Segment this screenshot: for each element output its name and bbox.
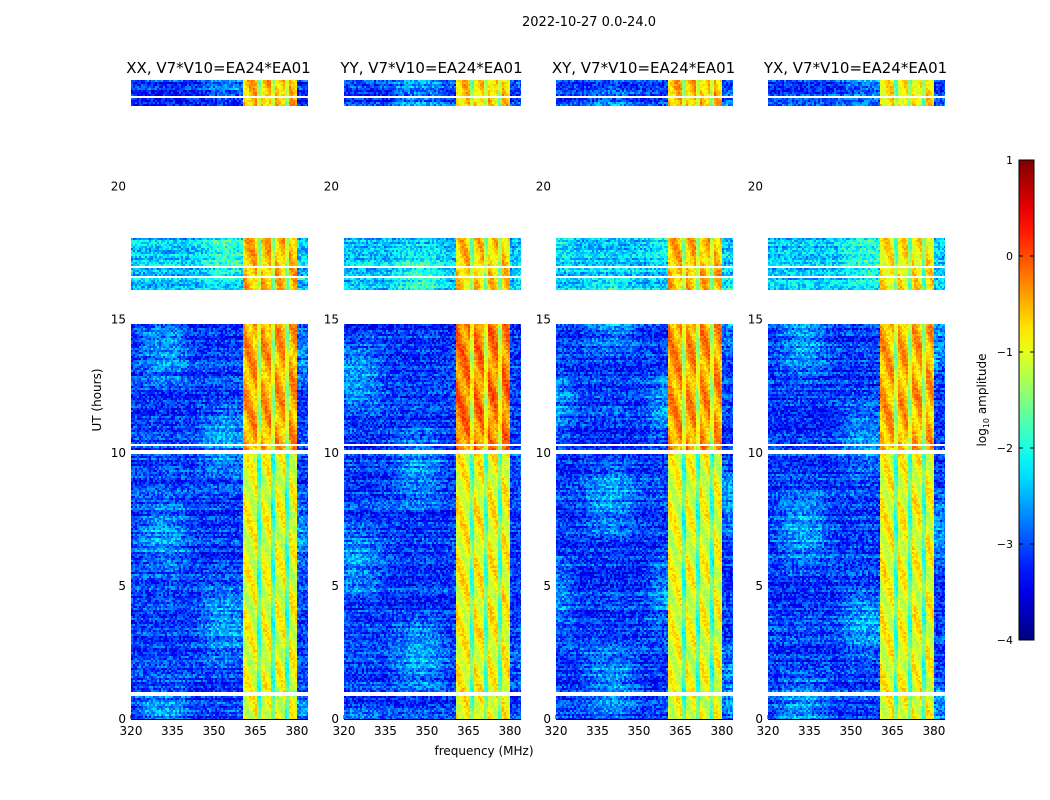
y-tick-label: 20 [111, 180, 126, 194]
x-tick-label: 320 [545, 724, 568, 738]
x-tick-label: 335 [374, 724, 397, 738]
waterfall-heatmap-0 [131, 80, 308, 719]
panel-title: XY, V7*V10=EA24*EA01 [552, 59, 735, 77]
waterfall-heatmap-3 [768, 80, 945, 719]
y-tick-label: 10 [748, 446, 763, 460]
colorbar: 1 0 −1 −2 −3 −4 [997, 154, 1035, 647]
x-tick-label: 380 [285, 724, 308, 738]
x-tick-label: 380 [710, 724, 733, 738]
colorbar-tick-label: 0 [1006, 250, 1013, 263]
colorbar-tick-label: −3 [997, 538, 1013, 551]
y-tick-label: 10 [111, 446, 126, 460]
y-tick-label: 15 [324, 313, 339, 327]
y-tick-label: 0 [755, 712, 763, 726]
y-tick-label: 10 [324, 446, 339, 460]
y-tick-label: 20 [324, 180, 339, 194]
panel-title: YY, V7*V10=EA24*EA01 [339, 59, 522, 77]
y-tick-label: 15 [111, 313, 126, 327]
x-tick-label: 365 [881, 724, 904, 738]
x-tick-label: 380 [498, 724, 521, 738]
waterfall-heatmap-2 [556, 80, 733, 719]
y-tick-label: 0 [118, 712, 126, 726]
y-tick-label: 20 [536, 180, 551, 194]
y-tick-label: 15 [536, 313, 551, 327]
panel-title: YX, V7*V10=EA24*EA01 [763, 59, 947, 77]
x-tick-label: 365 [669, 724, 692, 738]
panel-title: XX, V7*V10=EA24*EA01 [126, 59, 310, 77]
x-tick-label: 365 [244, 724, 267, 738]
y-tick-label: 5 [755, 579, 763, 593]
y-tick-label: 20 [748, 180, 763, 194]
x-tick-label: 335 [161, 724, 184, 738]
waterfall-heatmap-1 [344, 80, 521, 719]
figure-title: 2022-10-27 0.0-24.0 [522, 15, 656, 30]
x-tick-label: 350 [203, 724, 226, 738]
x-tick-label: 335 [798, 724, 821, 738]
x-tick-label: 380 [922, 724, 945, 738]
x-tick-label: 335 [586, 724, 609, 738]
colorbar-gradient [1018, 159, 1035, 641]
x-tick-label: 350 [416, 724, 439, 738]
y-tick-label: 15 [748, 313, 763, 327]
y-tick-label: 0 [331, 712, 339, 726]
x-tick-label: 365 [457, 724, 480, 738]
x-axis-label: frequency (MHz) [434, 744, 533, 758]
y-axis-label: UT (hours) [90, 368, 104, 431]
x-tick-label: 350 [628, 724, 651, 738]
colorbar-label: log10 amplitude [975, 354, 991, 447]
colorbar-tick-label: −2 [997, 442, 1013, 455]
x-tick-label: 320 [333, 724, 356, 738]
x-tick-label: 320 [757, 724, 780, 738]
x-tick-label: 350 [840, 724, 863, 738]
y-tick-label: 5 [118, 579, 126, 593]
y-tick-label: 10 [536, 446, 551, 460]
y-tick-label: 5 [543, 579, 551, 593]
x-tick-label: 320 [120, 724, 143, 738]
y-tick-label: 0 [543, 712, 551, 726]
colorbar-tick-label: −4 [997, 634, 1013, 647]
colorbar-tick-label: 1 [1006, 154, 1013, 167]
colorbar-tick-label: −1 [997, 346, 1013, 359]
y-tick-label: 5 [331, 579, 339, 593]
